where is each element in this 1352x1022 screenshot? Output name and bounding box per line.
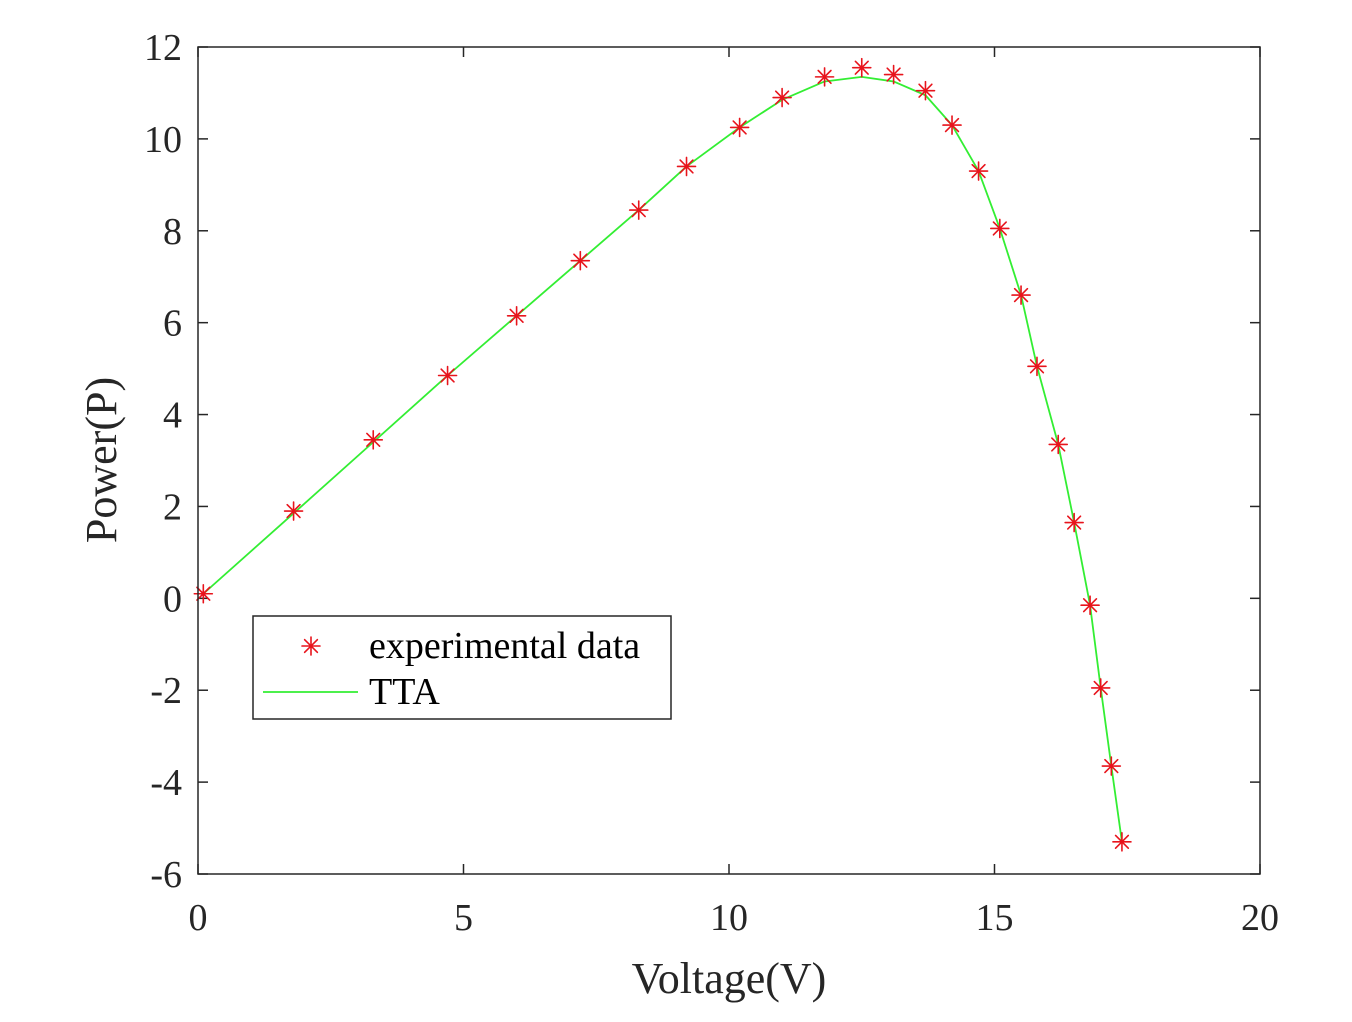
data-point-experimental (1048, 434, 1069, 455)
y-tick-label: 10 (144, 119, 182, 161)
data-point-experimental (1064, 512, 1084, 533)
data-point-experimental (570, 250, 591, 271)
x-axis-label: Voltage(V) (632, 954, 827, 1003)
axes-frame (197, 46, 1261, 875)
data-point-experimental (506, 305, 527, 326)
y-tick-label: -6 (150, 854, 182, 896)
data-point-experimental (729, 117, 750, 138)
data-point-experimental (1112, 832, 1132, 852)
data-point-experimental (628, 200, 649, 220)
legend-label-experimental: experimental data (369, 625, 640, 667)
data-point-experimental (942, 115, 962, 135)
data-point-experimental (851, 57, 872, 78)
data-point-experimental (883, 64, 904, 85)
data-point-experimental (1027, 356, 1047, 377)
y-tick-label: 0 (163, 578, 182, 620)
data-point-experimental (363, 430, 384, 450)
legend: experimental data TTA (252, 615, 672, 720)
data-point-experimental (437, 365, 458, 386)
data-point-experimental (1080, 595, 1100, 616)
data-point-experimental (772, 87, 792, 108)
y-tick-label: -4 (150, 762, 182, 804)
data-point-experimental (1011, 285, 1031, 305)
tick-labels: 0 5 10 15 20 -6 -4 -2 0 2 4 6 8 10 12 (144, 27, 1279, 939)
x-tick-label: 10 (710, 897, 748, 939)
plot-area (193, 57, 1132, 852)
y-axis-label: Power(P) (77, 377, 126, 543)
legend-label-tta: TTA (369, 671, 440, 713)
y-tick-label: 8 (163, 211, 182, 253)
y-tick-label: 12 (144, 27, 182, 69)
data-point-experimental (283, 501, 304, 521)
legend-marker-experimental (301, 636, 321, 656)
x-tick-label: 0 (189, 897, 208, 939)
x-tick-label: 5 (454, 897, 473, 939)
data-point-experimental (193, 583, 214, 604)
data-point-experimental (915, 80, 936, 101)
y-tick-label: -2 (150, 670, 182, 712)
y-tick-label: 4 (163, 395, 182, 437)
x-tick-label: 20 (1241, 897, 1279, 939)
data-point-experimental (990, 218, 1010, 239)
data-point-experimental (814, 67, 835, 87)
legend-box (252, 615, 672, 720)
y-tick-label: 6 (163, 303, 182, 345)
y-tick-label: 2 (163, 486, 182, 528)
data-point-experimental (968, 161, 989, 181)
data-point-experimental (1101, 756, 1122, 776)
data-point-experimental (676, 156, 697, 177)
data-point-experimental (1090, 678, 1111, 698)
x-tick-label: 15 (976, 897, 1014, 939)
legend-star-icon (301, 636, 321, 656)
